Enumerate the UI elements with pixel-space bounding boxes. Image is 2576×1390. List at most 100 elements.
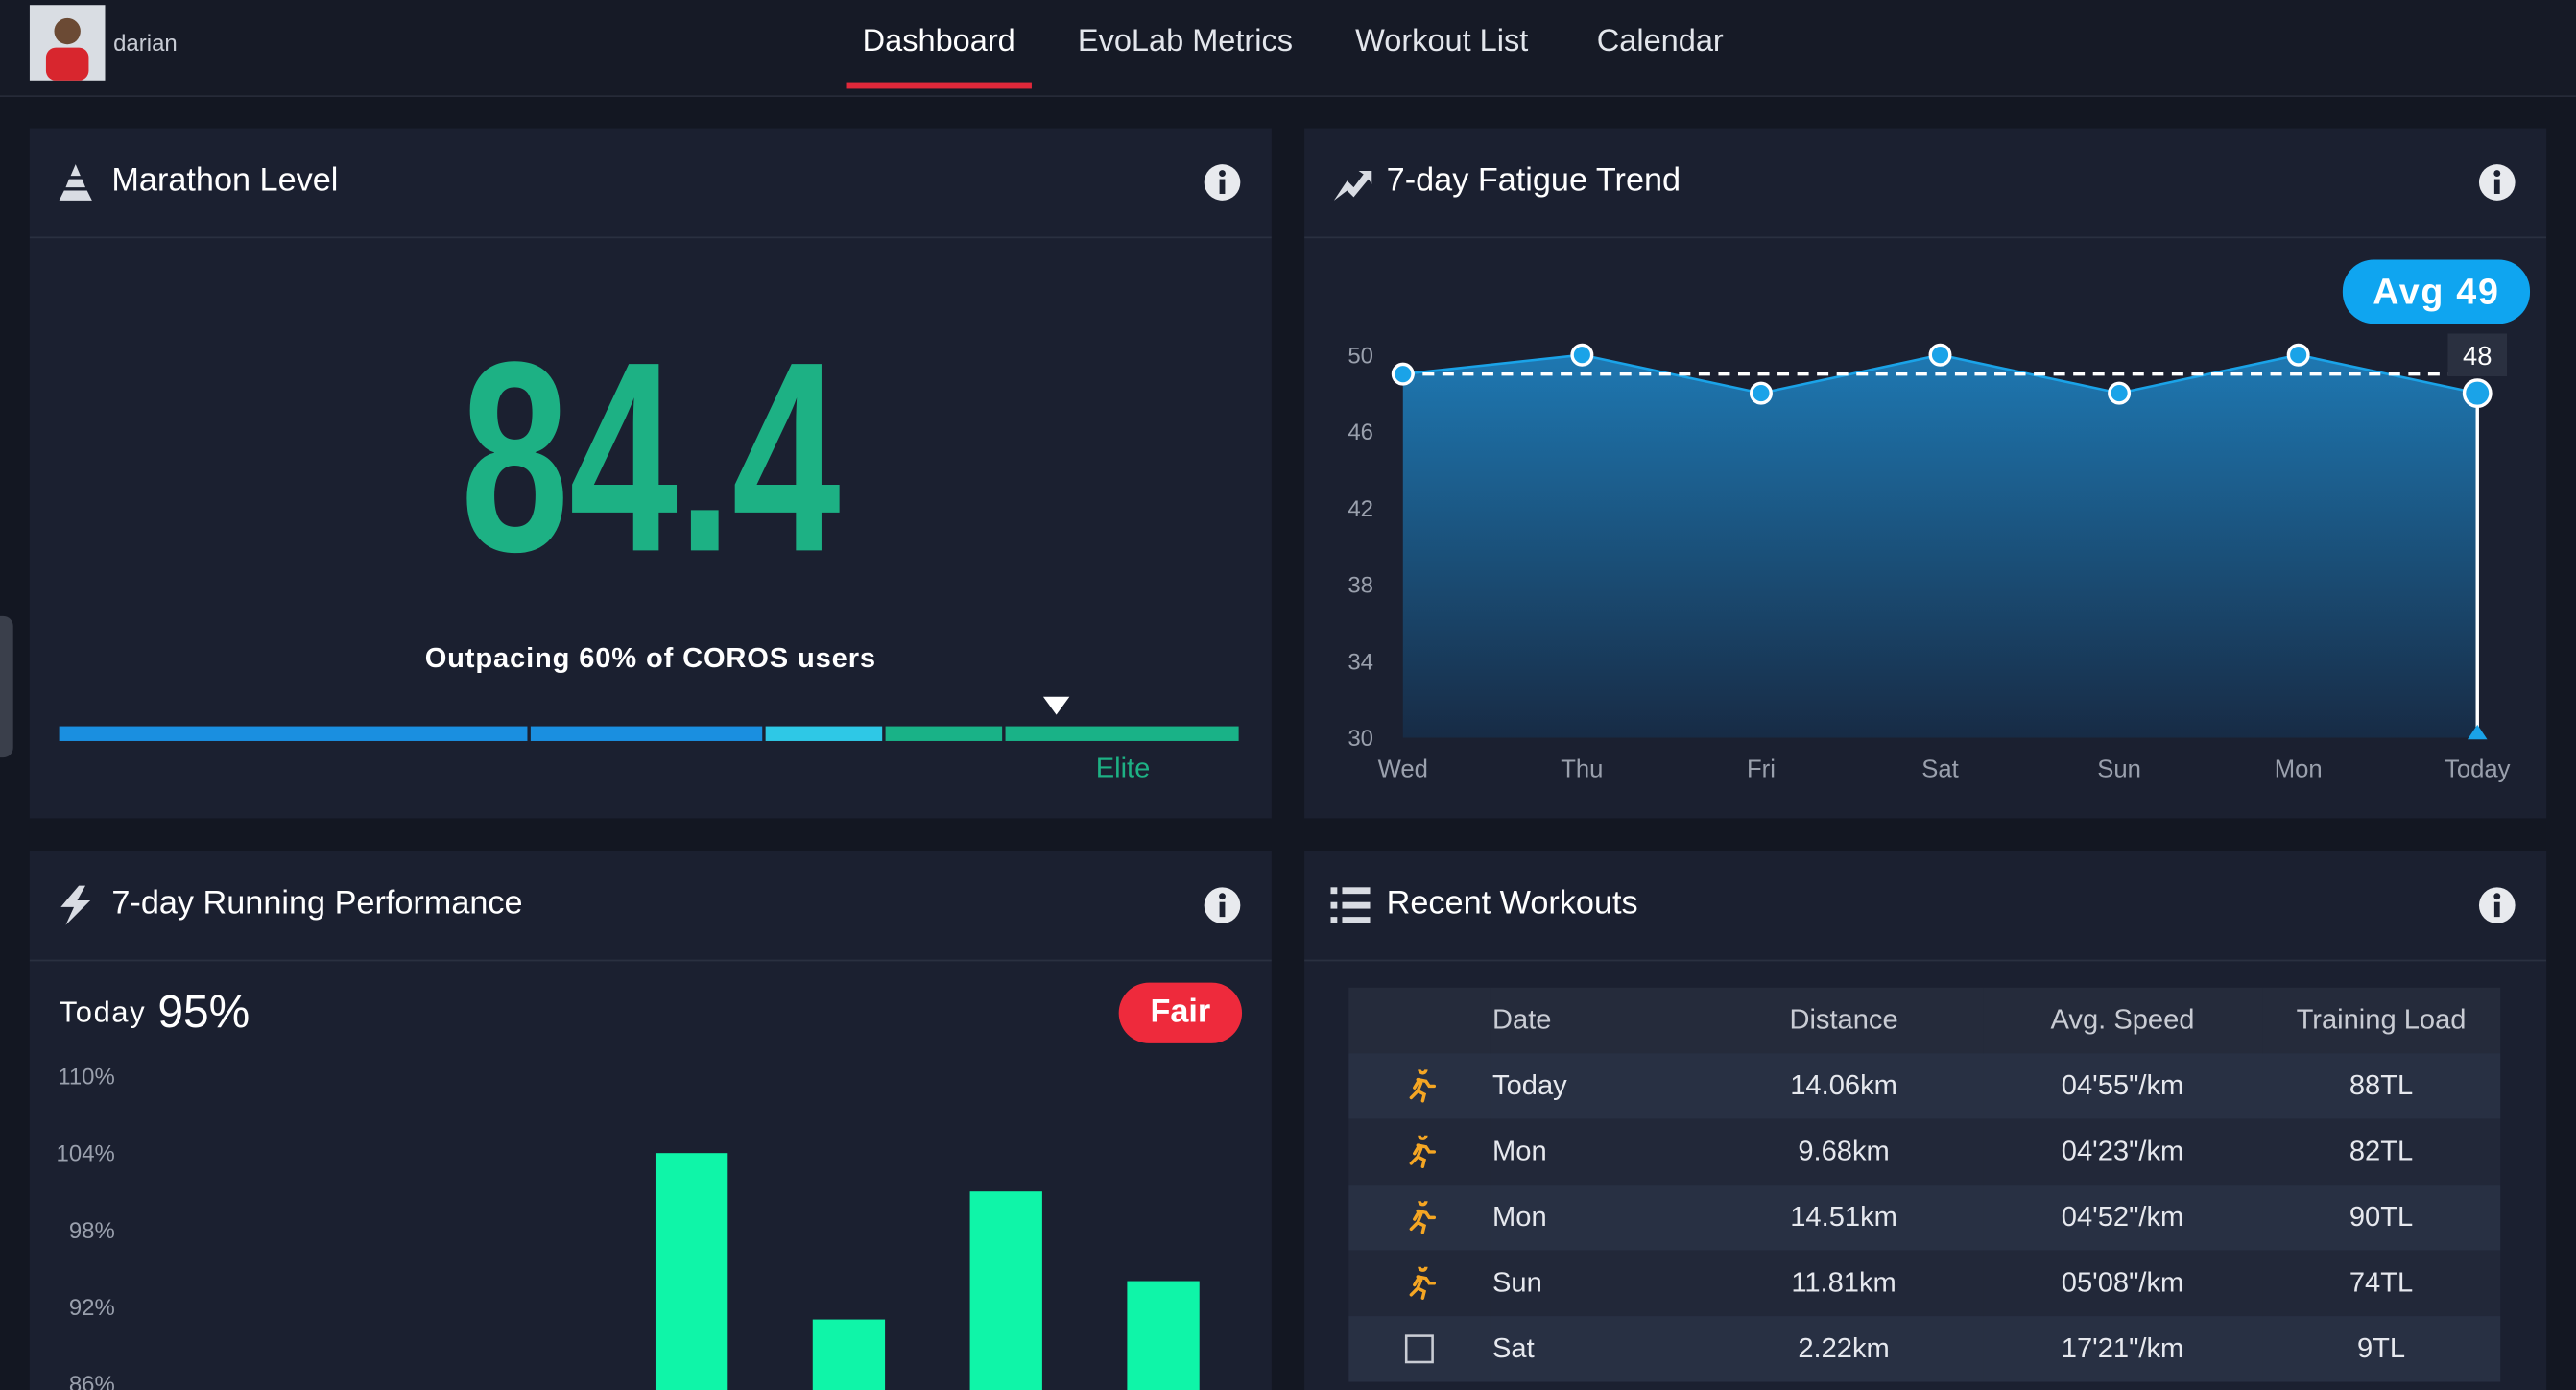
nav-tab[interactable]: EvoLab Metrics xyxy=(1077,24,1294,60)
x-tick-label: Today xyxy=(2445,756,2511,783)
nav-tab[interactable]: Dashboard xyxy=(862,24,1015,60)
cell: 88TL xyxy=(2349,1069,2414,1101)
x-tick-label: Sun xyxy=(2097,756,2141,783)
cell: 14.51km xyxy=(1790,1201,1897,1233)
icon-cell xyxy=(1348,1316,1491,1381)
cell: Sun xyxy=(1492,1266,1542,1299)
workout-row[interactable]: Sat 2.22km 17'21"/km 9TL xyxy=(1348,1316,2501,1382)
cell: Sat xyxy=(1492,1332,1535,1364)
run-icon xyxy=(1410,1131,1437,1169)
cell: Mon xyxy=(1492,1201,1547,1233)
average-badge xyxy=(2342,259,2531,324)
performance-panel: 7-day Running Performance Today 95% Fair… xyxy=(29,851,1272,1390)
run-icon xyxy=(1410,1065,1437,1103)
data-point xyxy=(1749,381,1773,405)
bar xyxy=(969,1191,1042,1390)
y-tick-label: 50 xyxy=(1348,343,1373,369)
fatigue-chart: 30 34 38 42 46 50 Wed Thu Fri Sat Sun Mon Today 48 Avg… xyxy=(1348,259,2531,783)
panel-title: 7-day Running Performance xyxy=(111,885,523,923)
bar xyxy=(655,1153,728,1390)
table: Date Distance Avg. Speed Training Load Today… xyxy=(1348,987,2501,1382)
nav-tab[interactable]: Calendar xyxy=(1596,24,1724,60)
header-cell: Avg. Speed xyxy=(2050,1003,2195,1036)
cell: 9TL xyxy=(2356,1332,2406,1364)
panel-header: 7-day Fatigue Trend xyxy=(1304,129,2547,239)
info-button[interactable] xyxy=(2477,162,2516,202)
run-icon xyxy=(1410,1196,1437,1234)
marathon-panel: Marathon Level 84.4 Outpacing 60% of COR… xyxy=(29,128,1272,819)
y-tick-label: 30 xyxy=(1348,726,1373,752)
bar xyxy=(1127,1281,1200,1390)
x-tick-label: Mon xyxy=(2275,756,2323,783)
cell: 2.22km xyxy=(1798,1332,1890,1364)
checkbox xyxy=(1405,1334,1435,1364)
data-point xyxy=(1928,343,1952,367)
info-button[interactable] xyxy=(1203,162,1242,202)
icon xyxy=(1330,887,1371,923)
fatigue-panel: 7-day Fatigue Trend 30 34 38 42 46 50 Wed Thu Fr… xyxy=(1304,128,2547,819)
header-cell: Training Load xyxy=(2296,1003,2467,1036)
cell: 14.06km xyxy=(1790,1069,1897,1101)
active-tab-underline xyxy=(846,82,1032,89)
workout-row[interactable]: Mon 14.51km 04'52"/km 90TL xyxy=(1348,1185,2501,1251)
workouts-panel: Recent Workouts Date Distance Avg. Speed Tr… xyxy=(1304,851,2547,1390)
today-label: Today xyxy=(59,995,147,1029)
run-shape xyxy=(1410,1262,1437,1301)
panel-header: 7-day Running Performance xyxy=(29,851,1272,962)
bar xyxy=(812,1319,886,1390)
panel-header: Recent Workouts xyxy=(1304,851,2547,962)
info-button[interactable] xyxy=(2477,886,2516,925)
workout-row[interactable]: Sun 11.81km 05'08"/km 74TL xyxy=(1348,1250,2501,1317)
cell: 17'21"/km xyxy=(2061,1332,2184,1364)
data-point xyxy=(1391,362,1415,386)
data-point xyxy=(1570,343,1594,367)
y-tick-label: 38 xyxy=(1348,573,1373,599)
workout-row[interactable]: Today 14.06km 04'55"/km 88TL xyxy=(1348,1053,2501,1119)
y-tick-label: 92% xyxy=(69,1295,115,1321)
icon-cell xyxy=(1348,1185,1491,1250)
user-name[interactable]: darian xyxy=(113,29,178,57)
x-tick-label: Fri xyxy=(1747,756,1776,783)
data-point xyxy=(2286,343,2310,367)
icon-cell xyxy=(1348,1119,1491,1185)
header-cell xyxy=(1348,988,1491,1053)
cell: 04'23"/km xyxy=(2061,1135,2184,1167)
avatar[interactable] xyxy=(29,5,106,81)
info-button[interactable] xyxy=(1203,886,1242,925)
cell: 82TL xyxy=(2349,1135,2414,1167)
cell: 9.68km xyxy=(1798,1135,1890,1167)
x-tick-label: Sat xyxy=(1921,756,1959,783)
panel-title: Marathon Level xyxy=(111,162,339,200)
nav-tab[interactable]: Workout List xyxy=(1355,24,1529,60)
header-cell: Date xyxy=(1492,1003,1552,1036)
side-toggle[interactable] xyxy=(0,615,13,758)
performance-chart: 86% 92% 98% 104% 110% xyxy=(57,1065,1200,1390)
cell: 04'55"/km xyxy=(2061,1069,2184,1101)
icon-cell xyxy=(1348,1251,1491,1316)
y-tick-label: 110% xyxy=(58,1065,114,1090)
cell: 74TL xyxy=(2349,1266,2414,1299)
y-tick-label: 42 xyxy=(1348,496,1373,522)
run-shape xyxy=(1410,1131,1437,1169)
panel-title: 7-day Fatigue Trend xyxy=(1386,162,1682,200)
level-bar xyxy=(59,696,1239,741)
today-marker xyxy=(2467,724,2488,740)
x-tick-label: Thu xyxy=(1561,756,1603,783)
run-shape xyxy=(1410,1065,1437,1103)
fatigue-area xyxy=(1402,354,2478,738)
y-tick-label: 104% xyxy=(57,1141,115,1167)
cell: 90TL xyxy=(2349,1201,2414,1233)
icon-cell xyxy=(1348,1053,1491,1118)
workout-row[interactable]: Mon 9.68km 04'23"/km 82TL xyxy=(1348,1118,2501,1186)
panel-header: Marathon Level xyxy=(29,129,1272,239)
marathon-score: 84.4 xyxy=(460,305,841,609)
value-label: 48 xyxy=(2463,341,2492,371)
icon xyxy=(59,164,92,201)
y-tick-label: 34 xyxy=(1348,649,1373,675)
header-row: Date Distance Avg. Speed Training Load xyxy=(1348,987,2501,1054)
caption: Outpacing 60% of COROS users xyxy=(424,642,876,674)
icon xyxy=(60,885,91,925)
status-badge: Fair xyxy=(1118,982,1243,1043)
cell: Mon xyxy=(1492,1135,1547,1167)
